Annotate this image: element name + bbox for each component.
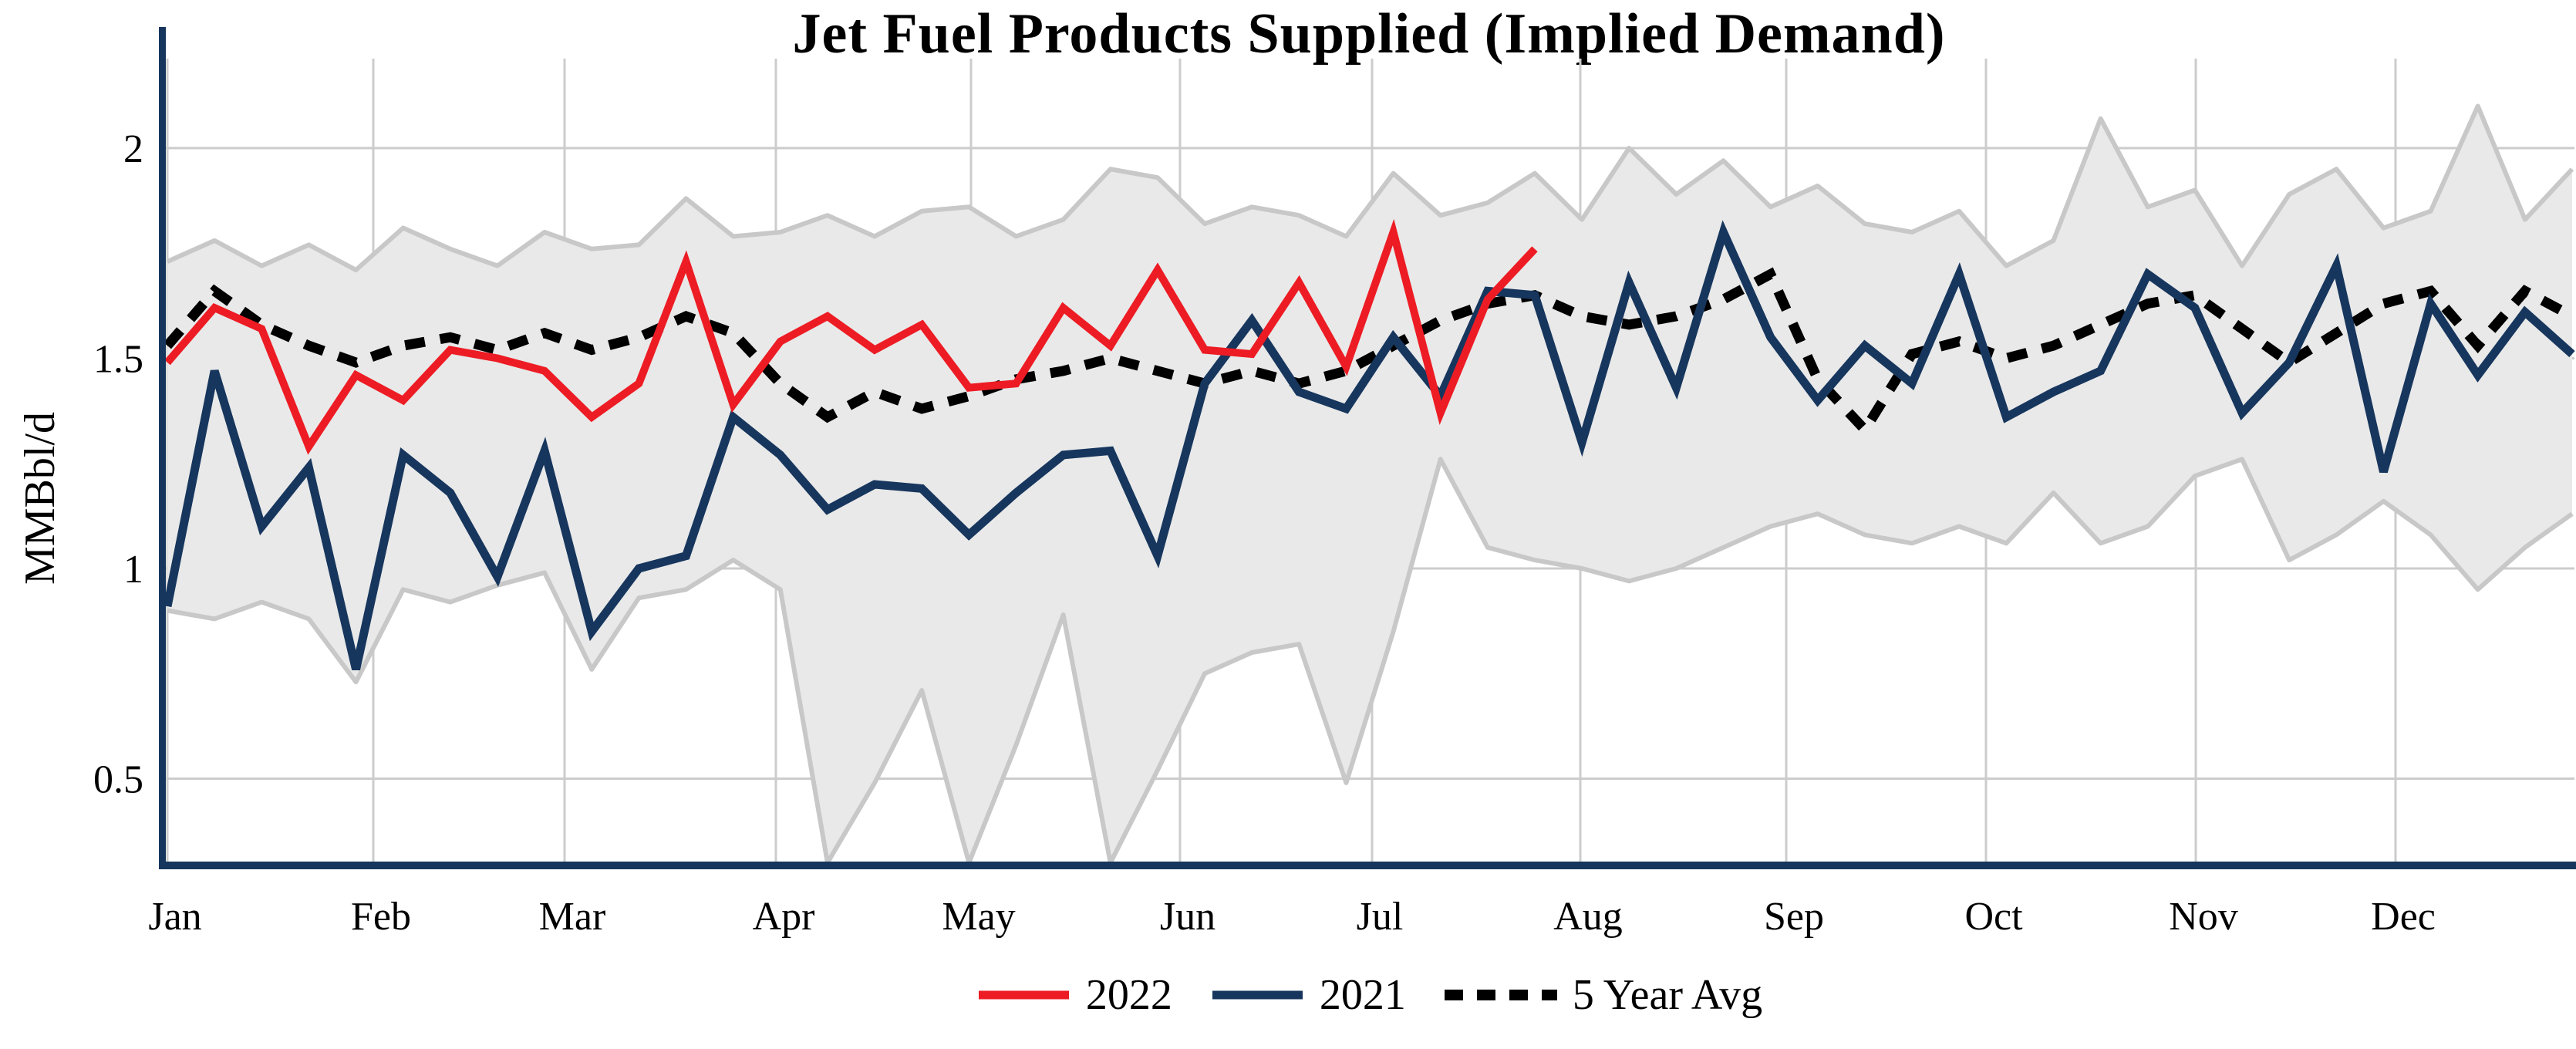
legend-item-5yr-avg: 5 Year Avg xyxy=(1443,970,1762,1020)
legend: 2022 2021 5 Year Avg xyxy=(162,970,2576,1020)
y-tick-label: 1.5 xyxy=(93,338,143,382)
x-tick-label-nov: Nov xyxy=(2169,895,2238,939)
x-tick-label-feb: Feb xyxy=(351,895,411,939)
series-line-5-year-avg xyxy=(164,267,2575,438)
legend-item-2022: 2022 xyxy=(976,970,1172,1020)
band-upper-edge xyxy=(166,103,2574,273)
y-tick-label: 2 xyxy=(123,127,143,171)
x-axis-spine xyxy=(159,862,2576,869)
x-tick-label-may: May xyxy=(942,895,1015,939)
chart-title: Jet Fuel Products Supplied (Implied Dema… xyxy=(792,2,1946,66)
band-lower-edge xyxy=(167,457,2574,865)
y-tick-label: 0.5 xyxy=(93,758,143,802)
x-tick-label-dec: Dec xyxy=(2371,895,2436,939)
legend-2022-label: 2022 xyxy=(1085,971,1172,1019)
x-tick-label-jan: Jan xyxy=(148,895,201,939)
x-tick-label-apr: Apr xyxy=(753,895,815,939)
x-tick-label-jul: Jul xyxy=(1357,895,1404,939)
legend-item-2021: 2021 xyxy=(1209,970,1406,1020)
x-tick-label-sep: Sep xyxy=(1764,895,1824,939)
legend-2021-line-icon xyxy=(1212,990,1303,1000)
legend-5yr-avg-label: 5 Year Avg xyxy=(1572,971,1763,1019)
legend-2021-label: 2021 xyxy=(1319,971,1406,1019)
series-line-2022 xyxy=(164,218,1538,455)
series-line-2021 xyxy=(163,220,2575,671)
x-tick-label-mar: Mar xyxy=(539,895,606,939)
five-year-range-band xyxy=(167,106,2572,863)
x-tick-label-oct: Oct xyxy=(1964,895,2023,939)
x-tick-label-aug: Aug xyxy=(1553,895,1623,939)
x-tick-label-jun: Jun xyxy=(1160,895,1216,939)
legend-2022-line-icon xyxy=(978,990,1069,1000)
legend-5yr-avg-dotted-line-icon xyxy=(1444,990,1557,1000)
y-axis-spine xyxy=(159,27,166,869)
y-tick-label: 1 xyxy=(123,548,143,592)
